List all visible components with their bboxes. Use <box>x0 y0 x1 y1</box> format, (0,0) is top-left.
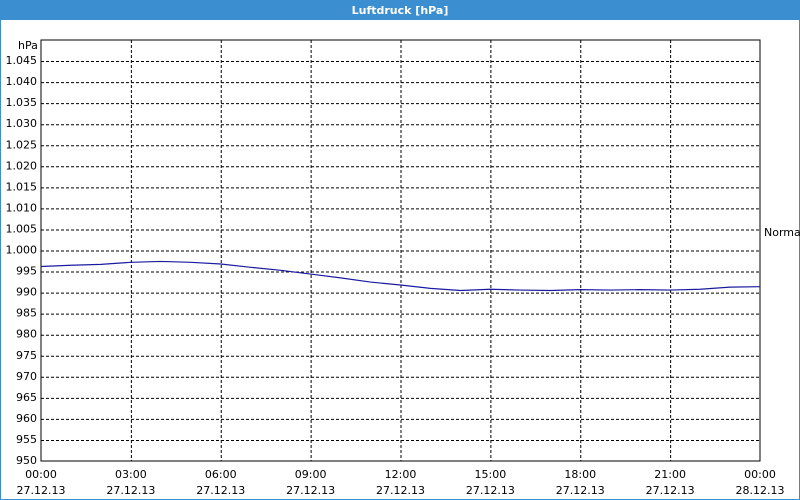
y-tick-label: 950 <box>16 454 37 467</box>
x-tick-date: 27.12.13 <box>376 484 425 497</box>
y-tick-label: 1.020 <box>6 159 38 172</box>
y-tick-label: 955 <box>16 433 37 446</box>
data-line <box>40 260 761 292</box>
x-tick-date: 27.12.13 <box>106 484 155 497</box>
x-tick-date: 27.12.13 <box>196 484 245 497</box>
x-tick-label: 15:00 <box>475 468 507 481</box>
y-tick-label: 985 <box>16 307 37 320</box>
y-tick-label: 1.035 <box>6 96 38 109</box>
x-tick-date: 28.12.13 <box>736 484 785 497</box>
y-tick-label: 995 <box>16 265 37 278</box>
y-tick-label: 1.030 <box>6 117 38 130</box>
x-tick-label: 09:00 <box>295 468 327 481</box>
x-tick-date: 27.12.13 <box>17 484 66 497</box>
y-tick-label: 970 <box>16 370 37 383</box>
x-tick-label: 00:00 <box>25 468 57 481</box>
x-tick-label: 00:00 <box>744 468 776 481</box>
x-tick-date: 27.12.13 <box>646 484 695 497</box>
x-tick-label: 18:00 <box>564 468 596 481</box>
x-tick-date: 27.12.13 <box>556 484 605 497</box>
y-tick-label: 980 <box>16 328 37 341</box>
y-tick-label: 1.005 <box>6 222 38 235</box>
y-tick-label: 1.040 <box>6 75 38 88</box>
x-tick-date: 27.12.13 <box>286 484 335 497</box>
y-tick-label: 990 <box>16 286 37 299</box>
annotation: Normal <box>764 226 800 239</box>
y-tick-label: 1.025 <box>6 138 38 151</box>
title-bar <box>0 0 800 20</box>
x-tick-label: 06:00 <box>205 468 237 481</box>
x-tick-label: 21:00 <box>654 468 686 481</box>
y-tick-label: 965 <box>16 391 37 404</box>
x-tick-label: 03:00 <box>115 468 147 481</box>
y-tick-label: 975 <box>16 349 37 362</box>
y-tick-label: 1.010 <box>6 201 38 214</box>
y-tick-label: 1.015 <box>6 180 38 193</box>
y-tick-label: 1.045 <box>6 54 38 67</box>
y-tick-label: 1.000 <box>6 244 38 257</box>
y-tick-label: 960 <box>16 412 37 425</box>
chart-title: Luftdruck [hPa] <box>352 4 449 17</box>
x-tick-date: 27.12.13 <box>466 484 515 497</box>
x-tick-label: 12:00 <box>385 468 417 481</box>
y-unit: hPa <box>18 39 38 52</box>
